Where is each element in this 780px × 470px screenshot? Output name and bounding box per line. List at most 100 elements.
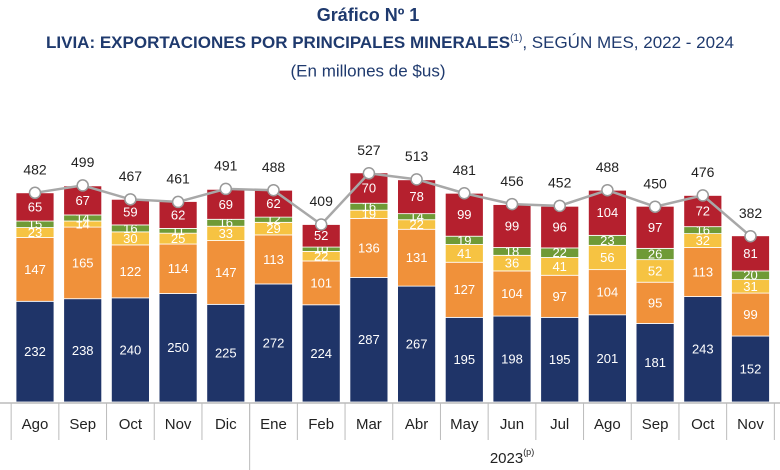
segment-label: 52: [314, 228, 328, 243]
segment-label: 287: [358, 332, 380, 347]
bar-segment: [206, 303, 246, 403]
x-tick-label: Oct: [691, 416, 715, 433]
segment-label: 95: [648, 295, 662, 310]
total-label: 467: [119, 168, 143, 184]
bar-segment: [206, 240, 246, 305]
bar-segment: [588, 244, 627, 271]
group-note: (p): [523, 447, 534, 457]
segment-label: 201: [597, 351, 619, 366]
bar-segment: [683, 296, 723, 403]
bar-segment: [731, 292, 770, 337]
segment-label: 104: [597, 285, 619, 300]
segment-label: 147: [215, 265, 237, 280]
x-tick-label: Jun: [500, 416, 524, 433]
bar-segment: [635, 281, 675, 324]
total-label: 461: [166, 171, 190, 187]
segment-label: 23: [28, 225, 42, 240]
segment-label: 25: [171, 231, 185, 246]
segment-label: 97: [552, 289, 566, 304]
bar-segment: [635, 323, 675, 403]
total-marker: [505, 197, 519, 211]
chart-subtitle: LIVIA: EXPORTACIONES POR PRINCIPALES MIN…: [46, 33, 734, 53]
x-tick-label: Nov: [737, 416, 764, 433]
segment-label: 127: [453, 282, 475, 297]
x-tick-label: Jul: [550, 416, 569, 433]
bar-segment: [15, 300, 55, 403]
bar-segment: [301, 260, 341, 306]
x-tick-label: Abr: [405, 416, 428, 433]
segment-label: 113: [692, 264, 713, 279]
segment-label: 62: [266, 196, 280, 211]
x-tick-label: Ene: [260, 416, 287, 433]
segment-label: 78: [409, 189, 423, 204]
segment-label: 165: [72, 255, 94, 270]
segment-label: 69: [219, 197, 233, 212]
bar-segment: [731, 335, 770, 403]
segment-label: 195: [453, 352, 475, 367]
segment-label: 131: [406, 250, 428, 265]
segment-label: 250: [167, 340, 189, 355]
bar-segment: [63, 298, 103, 403]
segment-label: 26: [648, 246, 662, 261]
bar-segment: [349, 277, 389, 403]
segment-label: 65: [28, 199, 42, 214]
bar-segment: [492, 204, 532, 248]
bar-segment: [588, 314, 627, 403]
segment-label: 70: [362, 180, 376, 195]
total-marker: [601, 183, 614, 197]
total-marker: [648, 200, 662, 213]
bar-segment: [492, 315, 532, 403]
total-label: 476: [691, 164, 715, 180]
segment-label: 113: [263, 252, 284, 267]
segment-label: 33: [219, 226, 233, 241]
bar-segment: [492, 270, 532, 317]
segment-label: 104: [501, 286, 523, 301]
unit-label: (En millones de $us): [291, 61, 446, 80]
x-tick-label: Nov: [165, 416, 192, 433]
segment-label: 101: [310, 275, 332, 290]
segment-label: 99: [505, 218, 519, 233]
segment-label: 20: [743, 268, 757, 283]
chart-title: Gráfico Nº 1: [317, 5, 420, 25]
bar-segment: [635, 205, 675, 249]
segment-label: 36: [505, 256, 519, 271]
x-tick-label: Dic: [215, 416, 237, 433]
total-marker: [76, 179, 89, 192]
x-tick-label: Sep: [642, 416, 669, 433]
bar-segment: [397, 228, 437, 287]
total-marker: [28, 186, 42, 200]
bar-segment: [15, 237, 55, 302]
segment-label: 198: [501, 351, 523, 366]
bar-segment: [540, 316, 580, 403]
segment-label: 224: [310, 346, 332, 361]
x-tick-label: Sep: [69, 416, 96, 433]
bar-segment: [254, 234, 293, 285]
segment-label: 225: [215, 346, 237, 361]
segment-label: 41: [552, 259, 566, 274]
bar-segment: [111, 297, 150, 403]
segment-label: 31: [743, 279, 757, 294]
segment-label: 122: [120, 264, 142, 279]
segment-label: 22: [314, 249, 328, 264]
total-marker: [219, 182, 233, 196]
segment-label: 23: [600, 233, 614, 248]
x-tick-label: Oct: [119, 416, 143, 433]
segment-label: 267: [406, 336, 428, 351]
segment-label: 52: [648, 263, 662, 278]
x-tick-label: Ago: [22, 416, 49, 433]
segment-label: 29: [266, 221, 280, 236]
x-tick-label: Ago: [594, 416, 621, 433]
total-marker: [314, 218, 328, 231]
total-marker: [744, 229, 757, 243]
bar-segment: [588, 189, 627, 236]
segment-label: 32: [696, 233, 710, 248]
total-marker: [410, 173, 423, 186]
subtitle-rest: , SEGÚN MES, 2022 - 2024: [522, 33, 734, 52]
total-marker: [267, 183, 280, 197]
bar-segment: [397, 285, 437, 403]
total-label: 527: [357, 142, 381, 158]
total-label: 456: [500, 173, 524, 189]
total-marker: [553, 199, 566, 213]
total-marker: [458, 186, 471, 200]
